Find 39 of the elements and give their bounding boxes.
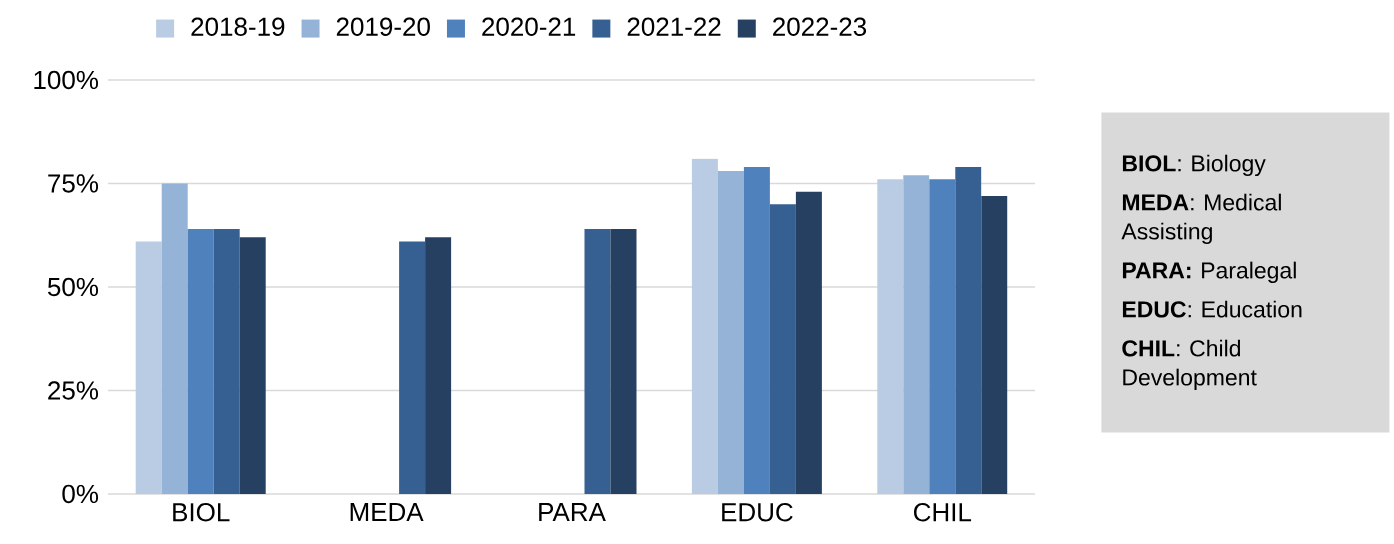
bar [399, 241, 426, 494]
bar [903, 175, 930, 494]
x-tick-label: MEDA [350, 503, 424, 521]
legend-label: 2020-21 [482, 17, 576, 36]
y-tick-label: 25% [48, 381, 99, 400]
bar [691, 158, 718, 494]
x-tick-label: BIOL [173, 503, 230, 522]
legend-label: 2019-20 [336, 17, 430, 36]
text: CHIL: Child Development [1122, 339, 1257, 391]
y-tick-label: 75% [48, 174, 99, 193]
legend-label: 2018-19 [191, 17, 285, 36]
legend-label: 2022-23 [773, 17, 867, 36]
bar [610, 229, 637, 494]
bar [425, 237, 452, 494]
x-tick-label: EDUC [722, 503, 793, 522]
y-tick-label: 50% [47, 277, 99, 297]
bar [161, 183, 188, 494]
bar [239, 237, 266, 494]
text: BIOL: Biology [1122, 154, 1266, 177]
bar [795, 191, 822, 494]
bar [717, 171, 744, 494]
y-tick-label: 100% [34, 70, 99, 90]
legend-label: 2021-22 [627, 17, 721, 36]
text: PARA: Paralegal [1122, 261, 1296, 284]
y-tick-label: 0% [62, 484, 99, 504]
bar [769, 204, 796, 494]
bar [981, 195, 1008, 494]
x-tick-label: PARA [539, 503, 606, 521]
bar [743, 166, 770, 494]
bar [584, 229, 611, 494]
bar [929, 179, 956, 494]
text: MEDA: Medical Assisting [1121, 193, 1281, 245]
bar [213, 229, 240, 494]
text: EDUC: Education [1122, 300, 1302, 318]
bar [955, 166, 982, 494]
bar [135, 241, 162, 494]
bar [877, 179, 904, 494]
bar [187, 229, 214, 494]
x-tick-label: CHIL [913, 503, 972, 522]
